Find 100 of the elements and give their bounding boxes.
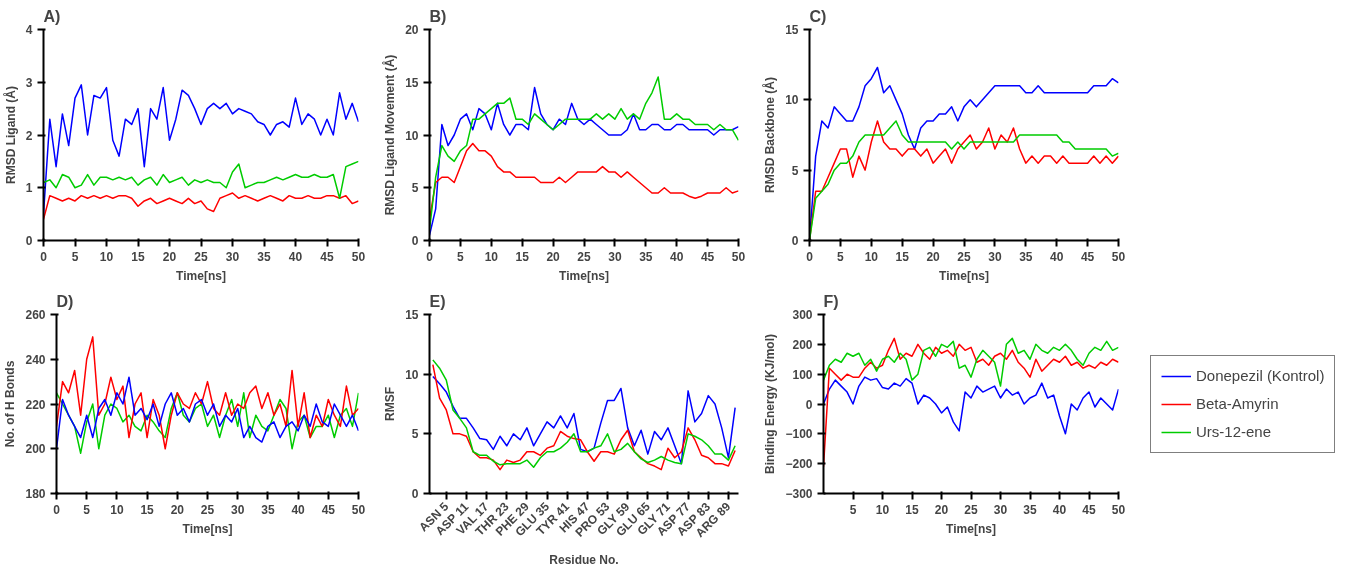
y-tick-label: 240 bbox=[25, 352, 46, 367]
x-tick-label: 30 bbox=[608, 249, 622, 264]
y-tick-label: 15 bbox=[785, 23, 799, 37]
x-tick-label: 50 bbox=[731, 249, 746, 264]
x-tick-label: 10 bbox=[864, 249, 879, 264]
x-tick-label: 10 bbox=[110, 502, 124, 517]
y-tick-label: 260 bbox=[25, 308, 46, 322]
y-tick-label: −100 bbox=[785, 427, 813, 442]
chart-title: B) bbox=[429, 7, 447, 25]
y-tick-label: 220 bbox=[25, 397, 46, 412]
y-tick-label: 300 bbox=[792, 308, 813, 322]
legend-label: Donepezil (Kontrol) bbox=[1196, 367, 1325, 384]
x-tick-label: 35 bbox=[639, 249, 653, 264]
x-tick-label: 20 bbox=[162, 249, 177, 264]
y-tick-label: 15 bbox=[405, 75, 419, 90]
y-tick-label: 5 bbox=[411, 427, 419, 442]
chart-title: C) bbox=[809, 7, 827, 25]
y-axis-title: RMSD Backbone (Å) bbox=[762, 76, 778, 193]
legend-label: Urs-12-ene bbox=[1196, 423, 1272, 440]
y-axis-title: No. of H Bonds bbox=[3, 360, 18, 448]
x-tick-label: 40 bbox=[1050, 249, 1064, 264]
y-tick-label: 20 bbox=[405, 23, 419, 37]
x-tick-label: 45 bbox=[1082, 502, 1096, 517]
x-tick-label: 25 bbox=[964, 502, 978, 517]
x-tick-label: 30 bbox=[993, 502, 1008, 517]
x-tick-label: 5 bbox=[83, 502, 91, 517]
line-series bbox=[823, 337, 1119, 387]
x-tick-label: 50 bbox=[1111, 502, 1126, 517]
x-tick-label: 20 bbox=[546, 249, 561, 264]
chart-title: A) bbox=[43, 7, 61, 25]
x-tick-label: 15 bbox=[515, 249, 530, 264]
x-tick-label: 20 bbox=[934, 502, 949, 517]
y-tick-label: 5 bbox=[791, 163, 799, 178]
x-tick-label: 35 bbox=[261, 502, 275, 517]
x-tick-label: 25 bbox=[200, 502, 215, 517]
x-tick-label: 5 bbox=[71, 249, 79, 264]
x-tick-label: 20 bbox=[170, 502, 185, 517]
x-tick-label: 10 bbox=[99, 249, 114, 264]
line-series bbox=[56, 336, 359, 450]
x-tick-label: 40 bbox=[670, 249, 684, 264]
line-series bbox=[43, 160, 359, 200]
x-tick-label: 50 bbox=[351, 502, 366, 517]
x-tick-label: 0 bbox=[426, 249, 434, 264]
x-tick-label: 50 bbox=[1111, 249, 1126, 264]
y-axis-title: RMSD Ligand (Å) bbox=[2, 85, 18, 184]
y-tick-label: 0 bbox=[791, 234, 799, 248]
y-tick-label: 4 bbox=[25, 23, 33, 37]
x-axis-title: Time[ns] bbox=[946, 521, 996, 536]
x-tick-label: 15 bbox=[140, 502, 155, 517]
x-tick-label: 0 bbox=[53, 502, 61, 517]
x-tick-label: 25 bbox=[194, 249, 208, 264]
x-tick-label: 15 bbox=[895, 249, 910, 264]
line-series bbox=[56, 392, 359, 454]
y-tick-label: 2 bbox=[25, 128, 33, 143]
y-axis-title: RMSD Ligand Movement (Å) bbox=[382, 54, 398, 216]
x-tick-label: 40 bbox=[1052, 502, 1067, 517]
x-tick-label: 50 bbox=[351, 249, 366, 264]
y-tick-label: 0 bbox=[411, 487, 419, 501]
y-tick-label: 5 bbox=[411, 181, 419, 196]
x-tick-label: 35 bbox=[1023, 502, 1037, 517]
y-tick-label: 0 bbox=[805, 397, 813, 412]
y-axis-title: Binding Energy (KJ/mol) bbox=[763, 333, 778, 474]
y-tick-label: −300 bbox=[785, 487, 813, 501]
x-axis-title: Residue No. bbox=[549, 553, 619, 568]
y-tick-label: 200 bbox=[25, 442, 46, 457]
x-tick-label: 30 bbox=[225, 249, 240, 264]
y-axis-title: RMSF bbox=[383, 387, 398, 421]
x-tick-label: 25 bbox=[577, 249, 591, 264]
y-tick-label: 100 bbox=[792, 367, 813, 382]
x-tick-label: 45 bbox=[320, 249, 334, 264]
legend-label: Beta-Amyrin bbox=[1196, 395, 1279, 412]
y-tick-label: 1 bbox=[25, 181, 33, 196]
chart-title: F) bbox=[823, 292, 839, 310]
line-series bbox=[823, 376, 1119, 435]
x-axis-title: Time[ns] bbox=[182, 521, 233, 536]
y-tick-label: 10 bbox=[405, 128, 419, 143]
y-tick-label: 3 bbox=[25, 75, 33, 90]
x-tick-label: 15 bbox=[905, 502, 919, 517]
chart-title: D) bbox=[56, 292, 74, 310]
y-tick-label: 10 bbox=[785, 93, 799, 108]
x-axis-title: Time[ns] bbox=[559, 268, 609, 283]
y-tick-label: 10 bbox=[405, 367, 419, 382]
x-tick-label: 45 bbox=[1080, 249, 1095, 264]
x-axis-title: Time[ns] bbox=[939, 268, 989, 283]
y-tick-label: 15 bbox=[405, 308, 419, 322]
y-tick-label: −200 bbox=[785, 457, 813, 472]
x-tick-label: 20 bbox=[926, 249, 941, 264]
x-tick-label: 5 bbox=[837, 249, 845, 264]
x-tick-label: 35 bbox=[1019, 249, 1033, 264]
x-axis-title: Time[ns] bbox=[176, 268, 226, 283]
x-tick-label: 10 bbox=[875, 502, 890, 517]
x-tick-label: 15 bbox=[131, 249, 145, 264]
line-series bbox=[432, 375, 736, 465]
y-tick-label: 0 bbox=[25, 234, 33, 248]
chart-title: E) bbox=[429, 292, 446, 310]
x-tick-label: 30 bbox=[988, 249, 1002, 264]
y-tick-label: 200 bbox=[792, 337, 813, 352]
x-tick-label: 10 bbox=[484, 249, 499, 264]
x-tick-label: 45 bbox=[321, 502, 336, 517]
x-tick-label: 5 bbox=[457, 249, 465, 264]
